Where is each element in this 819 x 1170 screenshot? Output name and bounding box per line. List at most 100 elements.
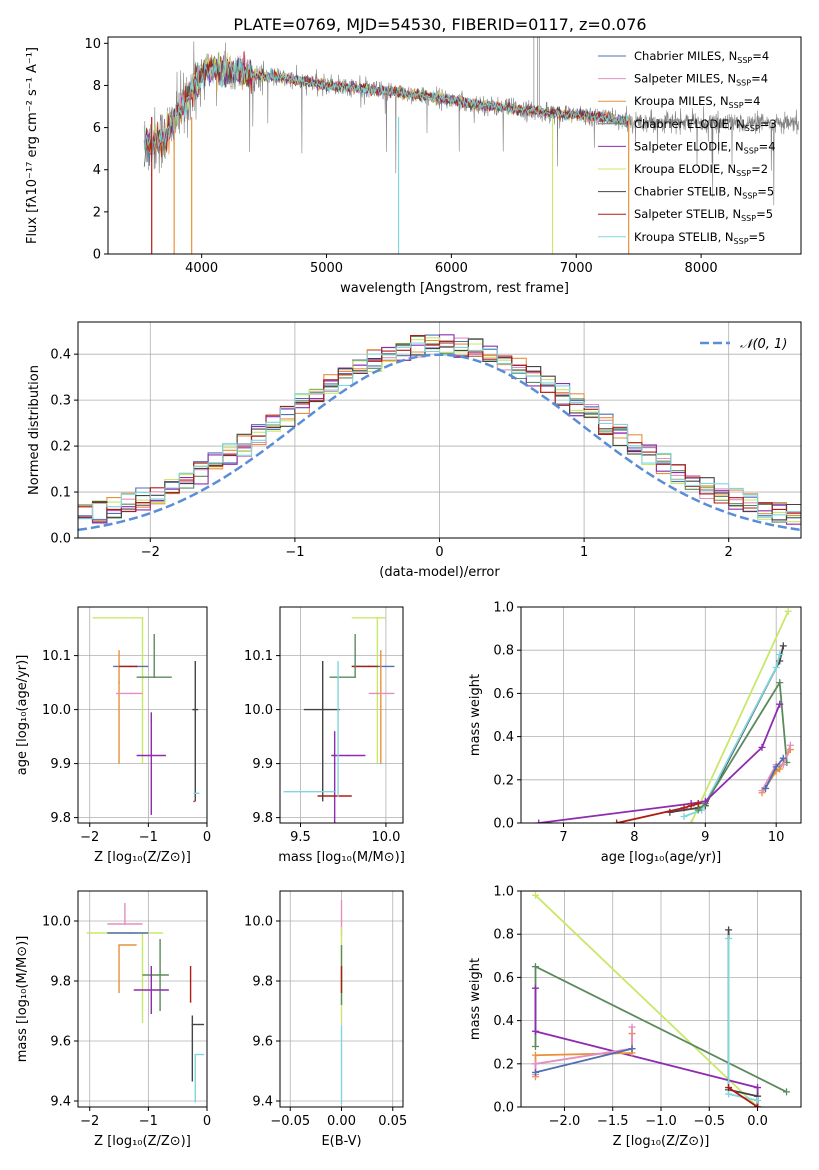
axes-frame: [107, 36, 802, 255]
y-tick-label: 0.0: [493, 1101, 514, 1116]
data-point-kroupa_stelib: [194, 1053, 197, 1056]
y-tick-label: 6: [93, 121, 101, 136]
data-point-salpeter_stelib: [368, 665, 370, 668]
x-axis-label: mass [log₁₀(M/M⊙)]: [278, 850, 405, 865]
y-tick-label: 0.2: [493, 773, 514, 788]
weight-line-chabrier_miles: [535, 1047, 633, 1074]
y-tick-label: 0.0: [50, 532, 71, 547]
weight-marker-chabrier_stelib: [779, 642, 787, 650]
data-point-salpeter_elodie: [333, 762, 336, 765]
x-tick-label: 8: [630, 830, 638, 845]
axes-mass-vs-ebv: −0.05 0.00 0.05 9.4 9.6 9.8 10.0 E(B-V): [244, 890, 407, 1149]
data-point-kroupa_stelib: [340, 1055, 343, 1057]
weight-marker-kroupa_miles: [776, 765, 784, 773]
y-tick-label: 0: [93, 248, 101, 263]
y-tick-label: 0.8: [493, 928, 514, 943]
data-point-salpeter_miles: [129, 692, 132, 695]
weight-marker-salpeter_stelib: [754, 1103, 762, 1107]
weight-marker-kroupa_stelib: [776, 651, 784, 659]
y-tick-label: 0.4: [493, 1014, 514, 1029]
data-point-salpeter_stelib: [189, 1001, 192, 1003]
plot-area-age-vs-Z: [78, 607, 207, 823]
y-tick-label: 8: [93, 79, 101, 94]
weight-line-kroupa_miles: [534, 1033, 633, 1077]
gaussian-curve: [78, 353, 801, 532]
x-tick-label: 9.5: [290, 830, 311, 845]
x-tick-label: 1: [580, 545, 588, 560]
y-tick-label: 9.8: [252, 811, 273, 826]
histogram-kroupa_stelib: [78, 342, 801, 520]
y-tick-label: 9.8: [50, 975, 71, 990]
data-point-salpeter_stelib: [333, 795, 336, 797]
axes-spectrum: 4000 5000 6000 7000 8000 0 2 4 6 8 10 wavelength [A…: [25, 36, 802, 296]
legend-label-salpeter_stelib: Salpeter STELIB, NSSP=5: [634, 207, 773, 223]
weight-marker-salpeter_elodie: [701, 797, 709, 805]
axes-residuals: −2 −1 0 1 2 0.0 0.1 0.2 0.3 0.4 (data-model)/error…: [27, 321, 802, 580]
y-tick-label: 0.2: [50, 440, 71, 455]
x-tick-label: 0: [435, 545, 443, 560]
data-point-chabrier_stelib: [194, 708, 197, 711]
data-point-kroupa_stelib: [316, 790, 319, 793]
data-point-kroupa_elodie: [141, 617, 144, 619]
legend-label-chabrier_miles: Chabrier MILES, NSSP=4: [634, 49, 769, 65]
weight-marker-chabrier_elodie: [776, 679, 784, 687]
weight-marker-salpeter_elodie: [531, 984, 539, 992]
data-point-chabrier_stelib: [321, 708, 324, 711]
weight-line-salpeter_miles: [761, 744, 792, 792]
legend-label-gaussian: 𝒩(0, 1): [740, 337, 787, 352]
weight-line-kroupa_elodie: [534, 894, 759, 1107]
weight-marker-chabrier_miles: [531, 1068, 539, 1076]
data-point-kroupa_miles: [118, 681, 120, 684]
x-axis-label: age [log₁₀(age/yr)]: [601, 850, 722, 865]
axes-age-vs-Z: −2 −1 0 9.8 9.9 10.0 10.1 Z [log₁₀(Z/Z⊙)] age [l…: [15, 606, 211, 865]
x-tick-label: 0.05: [378, 1114, 407, 1129]
y-tick-label: 10.1: [42, 649, 71, 664]
x-axis-label: Z [log₁₀(Z/Z⊙)]: [613, 1134, 710, 1149]
plot-area-residuals: [78, 322, 801, 538]
panel-age-vs-Z: −2 −1 0 9.8 9.9 10.0 10.1 Z [log₁₀(Z/Z⊙)] age [l…: [15, 606, 211, 865]
weight-marker-salpeter_elodie: [531, 1027, 539, 1035]
panel-weight-vs-age: 7 8 9 10 0.0 0.2 0.4 0.6 0.8 1.0 age [log₁₀(age/yr…: [468, 601, 802, 865]
y-tick-label: 9.9: [50, 757, 71, 772]
axes-weight-vs-age: 7 8 9 10 0.0 0.2 0.4 0.6 0.8 1.0 age [log₁₀(age/yr…: [468, 601, 802, 865]
y-tick-label: 9.6: [50, 1035, 71, 1050]
weight-marker-chabrier_miles: [772, 763, 780, 771]
data-point-salpeter_miles: [124, 923, 126, 925]
data-point-salpeter_elodie: [347, 754, 350, 757]
legend-label-kroupa_elodie: Kroupa ELODIE, NSSP=2: [634, 162, 768, 178]
panel-weight-vs-Z: −2.0 −1.5 −1.0 −0.5 0.0 0.0 0.2 0.4 0.6 0.8 1.0 Z […: [468, 885, 802, 1149]
x-tick-label: 10: [768, 830, 785, 845]
x-tick-label: −0.05: [270, 1114, 310, 1129]
y-axis-label: age [log₁₀(age/yr)]: [15, 655, 30, 776]
y-tick-label: 9.9: [252, 757, 273, 772]
y-tick-label: 10.0: [244, 915, 273, 930]
x-tick-label: 0: [203, 1114, 211, 1129]
y-tick-label: 9.4: [252, 1095, 273, 1110]
legend-label-kroupa_miles: Kroupa MILES, NSSP=4: [634, 94, 760, 110]
y-tick-label: 10.0: [244, 703, 273, 718]
weight-marker-chabrier_elodie: [531, 963, 539, 971]
panel-residuals: −2 −1 0 1 2 0.0 0.1 0.2 0.3 0.4 (data-model)/error…: [27, 321, 802, 580]
plot-area-weight-vs-Z: [521, 891, 801, 1107]
data-point-chabrier_elodie: [354, 676, 356, 678]
x-tick-label: 5000: [310, 261, 343, 276]
weight-marker-salpeter_elodie: [535, 819, 543, 823]
data-point-kroupa_elodie: [376, 617, 379, 619]
weight-marker-chabrier_miles: [779, 754, 787, 762]
x-tick-label: 0.0: [747, 1114, 768, 1129]
weight-marker-kroupa_elodie: [784, 607, 792, 615]
x-tick-label: −1: [139, 1114, 158, 1129]
x-tick-label: −1.5: [597, 1114, 629, 1129]
axes-weight-vs-Z: −2.0 −1.5 −1.0 −0.5 0.0 0.0 0.2 0.4 0.6 0.8 1.0 Z […: [468, 885, 802, 1149]
weight-marker-kroupa_stelib: [754, 1097, 762, 1105]
weight-marker-kroupa_elodie: [531, 891, 539, 899]
plot-area-weight-vs-age: [521, 607, 801, 823]
data-point-salpeter_elodie: [150, 989, 153, 991]
x-tick-label: 7: [559, 830, 567, 845]
weight-marker-kroupa_elodie: [687, 819, 695, 823]
legend-label-salpeter_miles: Salpeter MILES, NSSP=4: [634, 72, 768, 88]
data-point-salpeter_stelib: [193, 800, 195, 803]
weight-marker-salpeter_stelib: [687, 802, 695, 810]
weight-marker-kroupa_stelib: [772, 663, 780, 671]
